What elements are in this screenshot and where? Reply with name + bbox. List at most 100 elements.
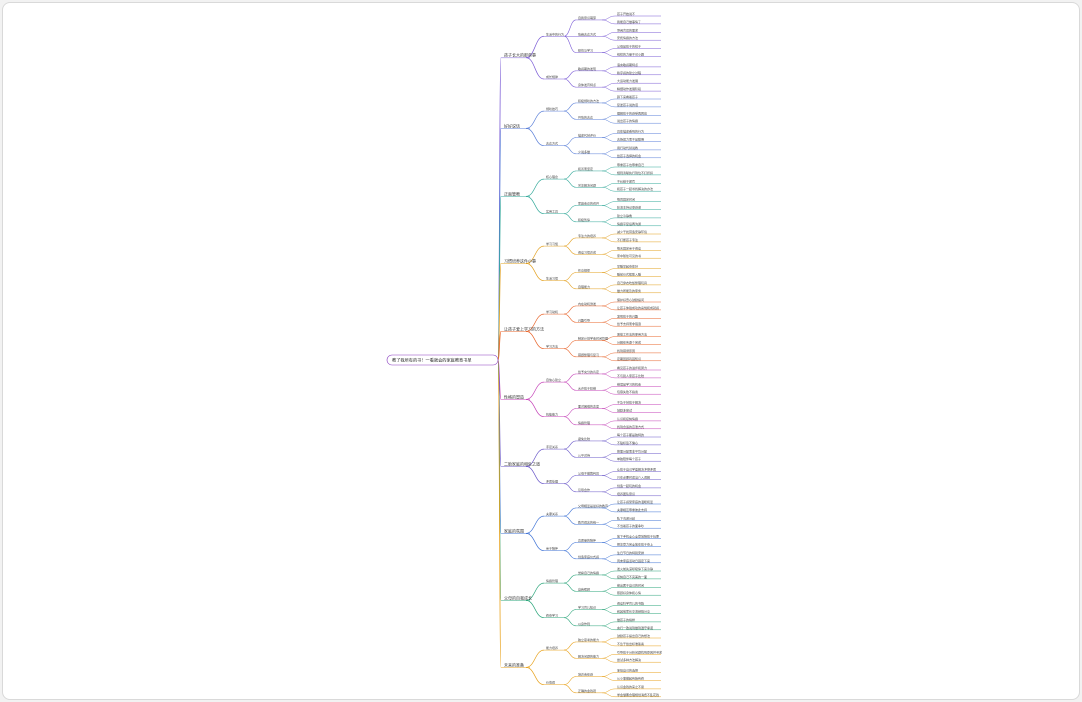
leaf-node[interactable]: 定期回顾巩固知识 (617, 356, 641, 361)
topic-node[interactable]: 引导合作 (578, 487, 590, 492)
subtopic-node[interactable]: 抗挫能力 (546, 412, 558, 417)
leaf-node[interactable]: 发现孩子的兴趣 (617, 313, 638, 318)
leaf-node[interactable]: 留出属于自己的时间 (617, 582, 644, 587)
leaf-node[interactable]: 看见孩子的进步和努力 (617, 365, 647, 370)
topic-node[interactable]: 错题整理与复习 (578, 352, 599, 357)
leaf-node[interactable]: 我能自己做事情了 (617, 19, 641, 24)
leaf-node[interactable]: 周末家庭活动日固定下来 (617, 558, 650, 563)
topic-node[interactable]: 自理能力 (578, 284, 590, 289)
leaf-node[interactable]: 不与别人家孩子比较 (617, 373, 644, 378)
topic-node[interactable]: 培养责任感 (578, 672, 593, 677)
subtopic-node[interactable]: 夫妻关系 (546, 511, 558, 516)
leaf-node[interactable]: 和其他家长交流经验分享 (617, 609, 650, 614)
leaf-node[interactable]: 复述孩子说的话 (617, 102, 638, 107)
subtopic-node[interactable]: 成长规律 (546, 74, 558, 79)
leaf-node[interactable]: 尊重孩子也尊重自己 (617, 162, 644, 167)
topic-node[interactable]: 制定计划学会时间管理 (578, 336, 608, 341)
leaf-node[interactable]: 找到合适的宣泄方式 (617, 424, 644, 429)
topic-node[interactable]: 作息规律 (578, 268, 590, 273)
leaf-node[interactable]: 给予支持而非强迫 (617, 321, 641, 326)
leaf-node[interactable]: 精细动作发展阶段 (617, 86, 641, 91)
leaf-node[interactable]: 自己穿衣吃饭整理玩具 (617, 280, 647, 285)
leaf-node[interactable]: 单独陪伴每个孩子 (617, 456, 641, 461)
branch-node[interactable]: 让孩子爱上学习的方法 (504, 325, 544, 331)
topic-node[interactable]: 共情的表达 (578, 114, 593, 119)
branch-node[interactable]: 未来的准备 (504, 661, 524, 667)
leaf-node[interactable]: 不急于给出标准答案 (617, 641, 644, 646)
leaf-node[interactable]: 大运动能力发展 (617, 78, 638, 83)
topic-node[interactable]: 关注解决问题 (578, 182, 596, 187)
subtopic-node[interactable]: 实用工具 (546, 209, 558, 214)
leaf-node[interactable]: 尝试多种方法解决 (617, 657, 641, 662)
topic-node[interactable]: 自我照顾 (578, 586, 590, 591)
leaf-node[interactable]: 情绪平复后再沟通 (617, 221, 641, 226)
subtopic-node[interactable]: 手足关系 (546, 444, 558, 449)
topic-node[interactable]: 父母不做裁判员 (578, 471, 599, 476)
leaf-node[interactable]: 做力所能及的家务 (617, 288, 641, 293)
topic-node[interactable]: 情绪表达方式 (578, 31, 596, 36)
topic-node[interactable]: 公平对待 (578, 452, 590, 457)
subtopic-node[interactable]: 生活中的行为 (546, 31, 564, 36)
topic-node[interactable]: 模仿与学习 (578, 48, 593, 53)
leaf-node[interactable]: 父母是孩子的镜子 (617, 44, 641, 49)
branch-node[interactable]: 家庭的氛围 (504, 527, 524, 533)
leaf-node[interactable]: 不贴标签不偏心 (617, 440, 638, 445)
leaf-node[interactable]: 鼓励多尝试 (617, 408, 632, 413)
topic-node[interactable]: 给予充分的肯定 (578, 369, 599, 374)
leaf-node[interactable]: 让孩子自己学着解决冲突矛盾 (617, 467, 656, 472)
subtopic-node[interactable]: 学习动机 (546, 309, 558, 314)
leaf-node[interactable]: 私下沟通分歧 (617, 515, 635, 520)
leaf-node[interactable]: 让孩子体验成功的喜悦和成就感 (617, 305, 659, 310)
leaf-node[interactable]: 认识金钱的来之不易 (617, 684, 644, 689)
leaf-node[interactable]: 学会储蓄合理规划消费不乱花钱 (617, 692, 659, 697)
subtopic-node[interactable]: 矛盾处理 (546, 479, 558, 484)
subtopic-node[interactable]: 倾听技巧 (546, 106, 558, 111)
subtopic-node[interactable]: 能力培养 (546, 645, 558, 650)
leaf-node[interactable]: 安抚情绪的方法 (617, 35, 638, 40)
leaf-node[interactable]: 语言敏感期特点 (617, 62, 638, 67)
leaf-node[interactable]: 每天固定亲子阅读 (617, 245, 641, 250)
leaf-node[interactable]: 接纳自己不完美的一面 (617, 574, 647, 579)
leaf-node[interactable]: 每周固定时间 (617, 197, 635, 202)
topic-node[interactable]: 和善而坚定 (578, 166, 593, 171)
leaf-node[interactable]: 发火前先深呼吸停下来冷静 (617, 566, 653, 571)
topic-node[interactable]: 面对困难的态度 (578, 404, 599, 409)
topic-node[interactable]: 敏感期的发现 (578, 66, 596, 71)
leaf-node[interactable]: 说出孩子的情绪 (617, 118, 638, 123)
topic-node[interactable]: 专注力的培养 (578, 233, 596, 238)
topic-node[interactable]: 独立思考的能力 (578, 637, 599, 642)
topic-node[interactable]: 描述代替评价 (578, 133, 596, 138)
leaf-node[interactable]: 让孩子感受家庭的温暖和爱 (617, 499, 653, 504)
subtopic-node[interactable]: 表达方式 (546, 141, 558, 146)
topic-node[interactable]: 兴趣引导 (578, 317, 590, 322)
topic-node[interactable]: 自我意识萌芽 (578, 15, 596, 20)
topic-node[interactable]: 以身作则 (578, 621, 590, 626)
topic-node[interactable]: 避免比较 (578, 436, 590, 441)
root-label[interactable]: 教了我所有的书！一看就会的家庭教育书单 (392, 357, 472, 364)
topic-node[interactable]: 觉察自己的情绪 (578, 570, 599, 575)
leaf-node[interactable]: 不当着孩子的面争吵 (617, 523, 644, 528)
leaf-node[interactable]: 蹲下来看着孩子 (617, 94, 638, 99)
leaf-node[interactable]: 具体描述看到的行为 (617, 129, 644, 134)
leaf-node[interactable]: 创造一起玩的机会 (617, 483, 641, 488)
leaf-node[interactable]: 培养团队意识 (617, 491, 635, 496)
branch-node[interactable]: 父母的自我成长 (504, 594, 532, 600)
leaf-node[interactable]: 轮流主持记录感谢 (617, 205, 641, 210)
topic-node[interactable]: 积极倾听的方法 (578, 98, 599, 103)
leaf-node[interactable]: 每个孩子都是独特的 (617, 432, 644, 437)
leaf-node[interactable]: 把注意力完全放在孩子身上 (617, 542, 653, 547)
topic-node[interactable]: 高质量的陪伴 (578, 538, 596, 543)
leaf-node[interactable]: 理解孩子的感受再回应 (617, 110, 647, 115)
leaf-node[interactable]: 找到错误原因 (617, 348, 635, 353)
leaf-node[interactable]: 不打断孩子专注 (617, 237, 638, 242)
leaf-node[interactable]: 保护好奇心鼓励提问 (617, 297, 644, 302)
leaf-node[interactable]: 分解任务逐个完成 (617, 340, 641, 345)
topic-node[interactable]: 积极暂停 (578, 217, 590, 222)
leaf-node[interactable]: 榜样的力量不可小觑 (617, 52, 644, 57)
leaf-node[interactable]: 早睡早起身体好 (617, 264, 638, 269)
subtopic-node[interactable]: 学习习惯 (546, 241, 558, 246)
leaf-node[interactable]: 从小事做起有始有终 (617, 676, 644, 681)
leaf-node[interactable]: 照顾好身体和心情 (617, 590, 641, 595)
leaf-node[interactable]: 只在必要时适当介入调解 (617, 475, 650, 480)
